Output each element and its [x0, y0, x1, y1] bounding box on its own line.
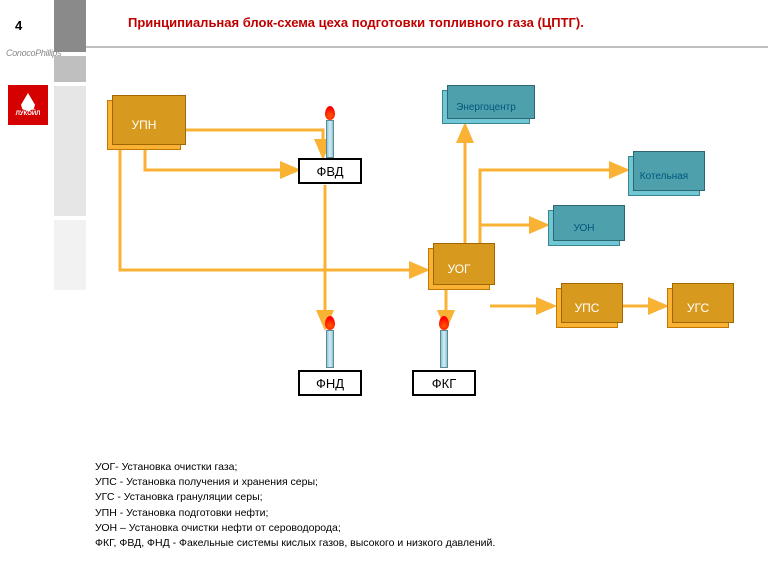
flow-edge	[185, 130, 323, 157]
flare-2	[438, 330, 450, 368]
node-energo: Энергоцентр	[442, 90, 530, 124]
legend-line: ФКГ, ФВД, ФНД - Факельные системы кислых…	[95, 536, 725, 551]
page-number: 4	[15, 18, 22, 33]
flare-pipe	[326, 120, 334, 158]
node-ugs: УГС	[667, 288, 729, 328]
node-uog: УОГ	[428, 248, 490, 290]
legend-line: УПС - Установка получения и хранения сер…	[95, 475, 725, 490]
node-kotel: Котельная	[628, 156, 700, 196]
legend: УОГ- Установка очистки газа;УПС - Устано…	[95, 460, 725, 551]
flare-1	[324, 330, 336, 368]
flame-icon	[325, 316, 335, 330]
node-label-upn: УПН	[132, 118, 157, 132]
node-label-fkg: ФКГ	[432, 376, 457, 391]
flare-0	[324, 120, 336, 158]
diagram-canvas: УПН ФВД Энергоцентр Котельная УОН УОГ УПС УГС ФН…	[0, 50, 768, 480]
node-label-uon: УОН	[573, 223, 594, 234]
node-label-energo: Энергоцентр	[456, 102, 516, 113]
legend-line: УГС - Установка грануляции серы;	[95, 490, 725, 505]
node-fvd: ФВД	[298, 158, 362, 184]
flame-icon	[439, 316, 449, 330]
node-uon: УОН	[548, 210, 620, 246]
page-title: Принципиальная блок-схема цеха подготовк…	[128, 15, 584, 30]
node-label-ups: УПС	[575, 301, 600, 315]
legend-line: УПН - Установка подготовки нефти;	[95, 506, 725, 521]
node-fkg: ФКГ	[412, 370, 476, 396]
accent-bar	[54, 0, 86, 52]
legend-line: УОГ- Установка очистки газа;	[95, 460, 725, 475]
node-upn: УПН	[107, 100, 181, 150]
legend-line: УОН – Установка очистки нефти от серовод…	[95, 521, 725, 536]
title-bar: Принципиальная блок-схема цеха подготовк…	[86, 8, 768, 48]
flame-icon	[325, 106, 335, 120]
flare-pipe	[326, 330, 334, 368]
node-fnd: ФНД	[298, 370, 362, 396]
node-label-ugs: УГС	[687, 301, 709, 315]
flow-edge	[120, 150, 427, 270]
node-ups: УПС	[556, 288, 618, 328]
node-label-kotel: Котельная	[640, 171, 688, 182]
node-label-fvd: ФВД	[316, 164, 343, 179]
node-label-uog: УОГ	[447, 262, 470, 276]
flare-pipe	[440, 330, 448, 368]
flow-edge	[145, 150, 298, 170]
node-label-fnd: ФНД	[316, 376, 344, 391]
